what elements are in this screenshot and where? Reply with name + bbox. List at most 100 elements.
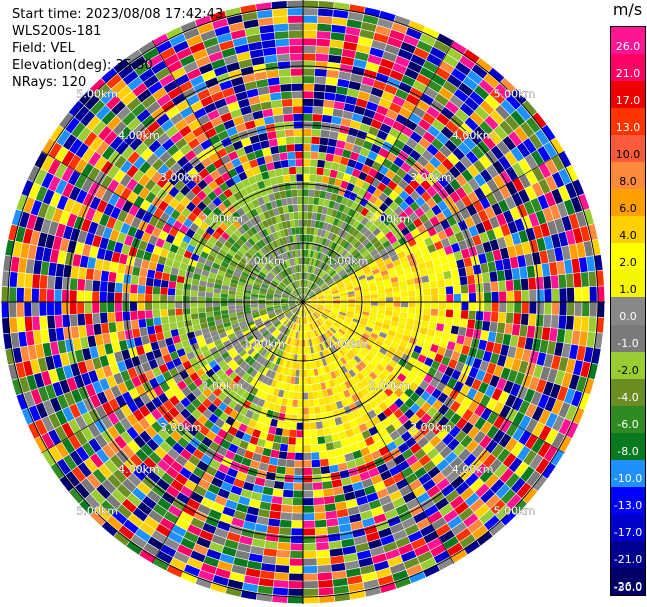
radar-gate	[258, 346, 265, 355]
radar-gate	[183, 218, 193, 228]
radar-gate	[369, 390, 379, 400]
radar-gate	[281, 374, 288, 383]
radar-gate	[245, 26, 260, 37]
radar-gate	[371, 40, 387, 51]
radar-gate	[245, 185, 254, 195]
radar-gate	[272, 355, 279, 364]
radar-gate	[265, 202, 273, 211]
radar-gate	[535, 276, 544, 290]
radar-gate	[422, 253, 432, 263]
radar-gate	[313, 228, 319, 236]
radar-gate	[507, 345, 517, 359]
radar-gate	[351, 144, 362, 154]
radar-gate	[243, 19, 259, 29]
radar-gate	[464, 375, 475, 388]
radar-gate	[418, 473, 432, 485]
radar-gate	[130, 284, 138, 294]
radar-gate	[179, 240, 189, 250]
radar-gate	[396, 168, 407, 179]
radar-gate	[464, 492, 480, 507]
radar-gate	[12, 347, 23, 364]
radar-gate	[329, 315, 337, 321]
radar-gate	[479, 155, 492, 169]
radar-gate	[482, 135, 496, 150]
radar-gate	[259, 24, 275, 34]
radar-gate	[262, 359, 270, 367]
radar-gate	[396, 327, 405, 335]
radar-gate	[354, 137, 365, 147]
radar-gate	[88, 423, 101, 438]
radar-gate	[289, 313, 295, 320]
radar-gate	[486, 397, 498, 411]
radar-gate	[339, 309, 347, 314]
radar-gate	[68, 434, 82, 450]
radar-gate	[187, 524, 202, 536]
radar-gate	[313, 243, 319, 251]
radar-gate	[529, 454, 544, 470]
radar-gate	[323, 288, 331, 293]
radar-gate	[317, 228, 323, 237]
radar-gate	[486, 178, 499, 193]
radar-gate	[345, 315, 353, 321]
radar-gate	[310, 296, 317, 300]
radar-gate	[449, 191, 461, 203]
radar-gate	[338, 523, 352, 533]
radar-gate	[319, 594, 335, 603]
radar-gate	[132, 487, 147, 502]
radar-gate	[236, 51, 251, 62]
radar-gate	[243, 310, 252, 315]
radar-gate	[378, 265, 387, 273]
radar-gate	[92, 313, 101, 325]
radar-gate	[303, 490, 314, 498]
radar-gate	[286, 144, 295, 152]
radar-gate	[100, 270, 110, 282]
radar-gate	[313, 312, 320, 318]
radar-gate	[550, 449, 565, 466]
radar-gate	[331, 479, 343, 488]
radar-gate	[160, 287, 168, 295]
radar-gate	[291, 369, 296, 377]
radar-gate	[491, 387, 503, 401]
radar-gate	[336, 350, 343, 359]
radar-gate	[277, 137, 287, 146]
radar-gate	[420, 524, 435, 537]
radar-gate	[471, 64, 488, 79]
radar-gate	[314, 512, 326, 521]
radar-gate	[340, 365, 348, 374]
radar-gate	[121, 498, 137, 513]
radar-gate	[235, 302, 243, 306]
radar-gate	[438, 309, 446, 317]
radar-gate	[295, 159, 303, 167]
radar-gate	[447, 152, 460, 166]
radar-gate	[111, 509, 128, 525]
radar-gate	[388, 359, 398, 369]
radar-gate	[293, 265, 297, 273]
radar-gate	[237, 226, 246, 235]
radar-gate	[331, 386, 338, 395]
radar-gate	[246, 34, 262, 44]
radar-gate	[399, 403, 410, 414]
radar-gate	[406, 278, 415, 286]
radar-gate	[311, 353, 316, 362]
radar-gate	[484, 206, 496, 219]
radar-gate	[524, 154, 538, 170]
radar-gate	[244, 120, 256, 130]
radar-gate	[446, 302, 454, 310]
radar-gate	[309, 331, 313, 339]
radar-gate	[220, 481, 233, 492]
radar-gate	[326, 330, 333, 337]
radar-gate	[145, 294, 153, 302]
radar-gate	[349, 151, 360, 161]
radar-gate	[427, 350, 437, 360]
radar-gate	[41, 138, 56, 155]
radar-gate	[342, 173, 352, 183]
radar-gate	[332, 9, 349, 19]
radar-gate	[229, 260, 238, 268]
radar-gate	[444, 139, 458, 153]
radar-gate	[379, 347, 388, 355]
radar-gate	[439, 255, 449, 265]
radar-gate	[197, 504, 211, 516]
radar-gate	[314, 276, 320, 283]
radar-gate	[468, 283, 476, 293]
radar-gate	[332, 486, 344, 496]
